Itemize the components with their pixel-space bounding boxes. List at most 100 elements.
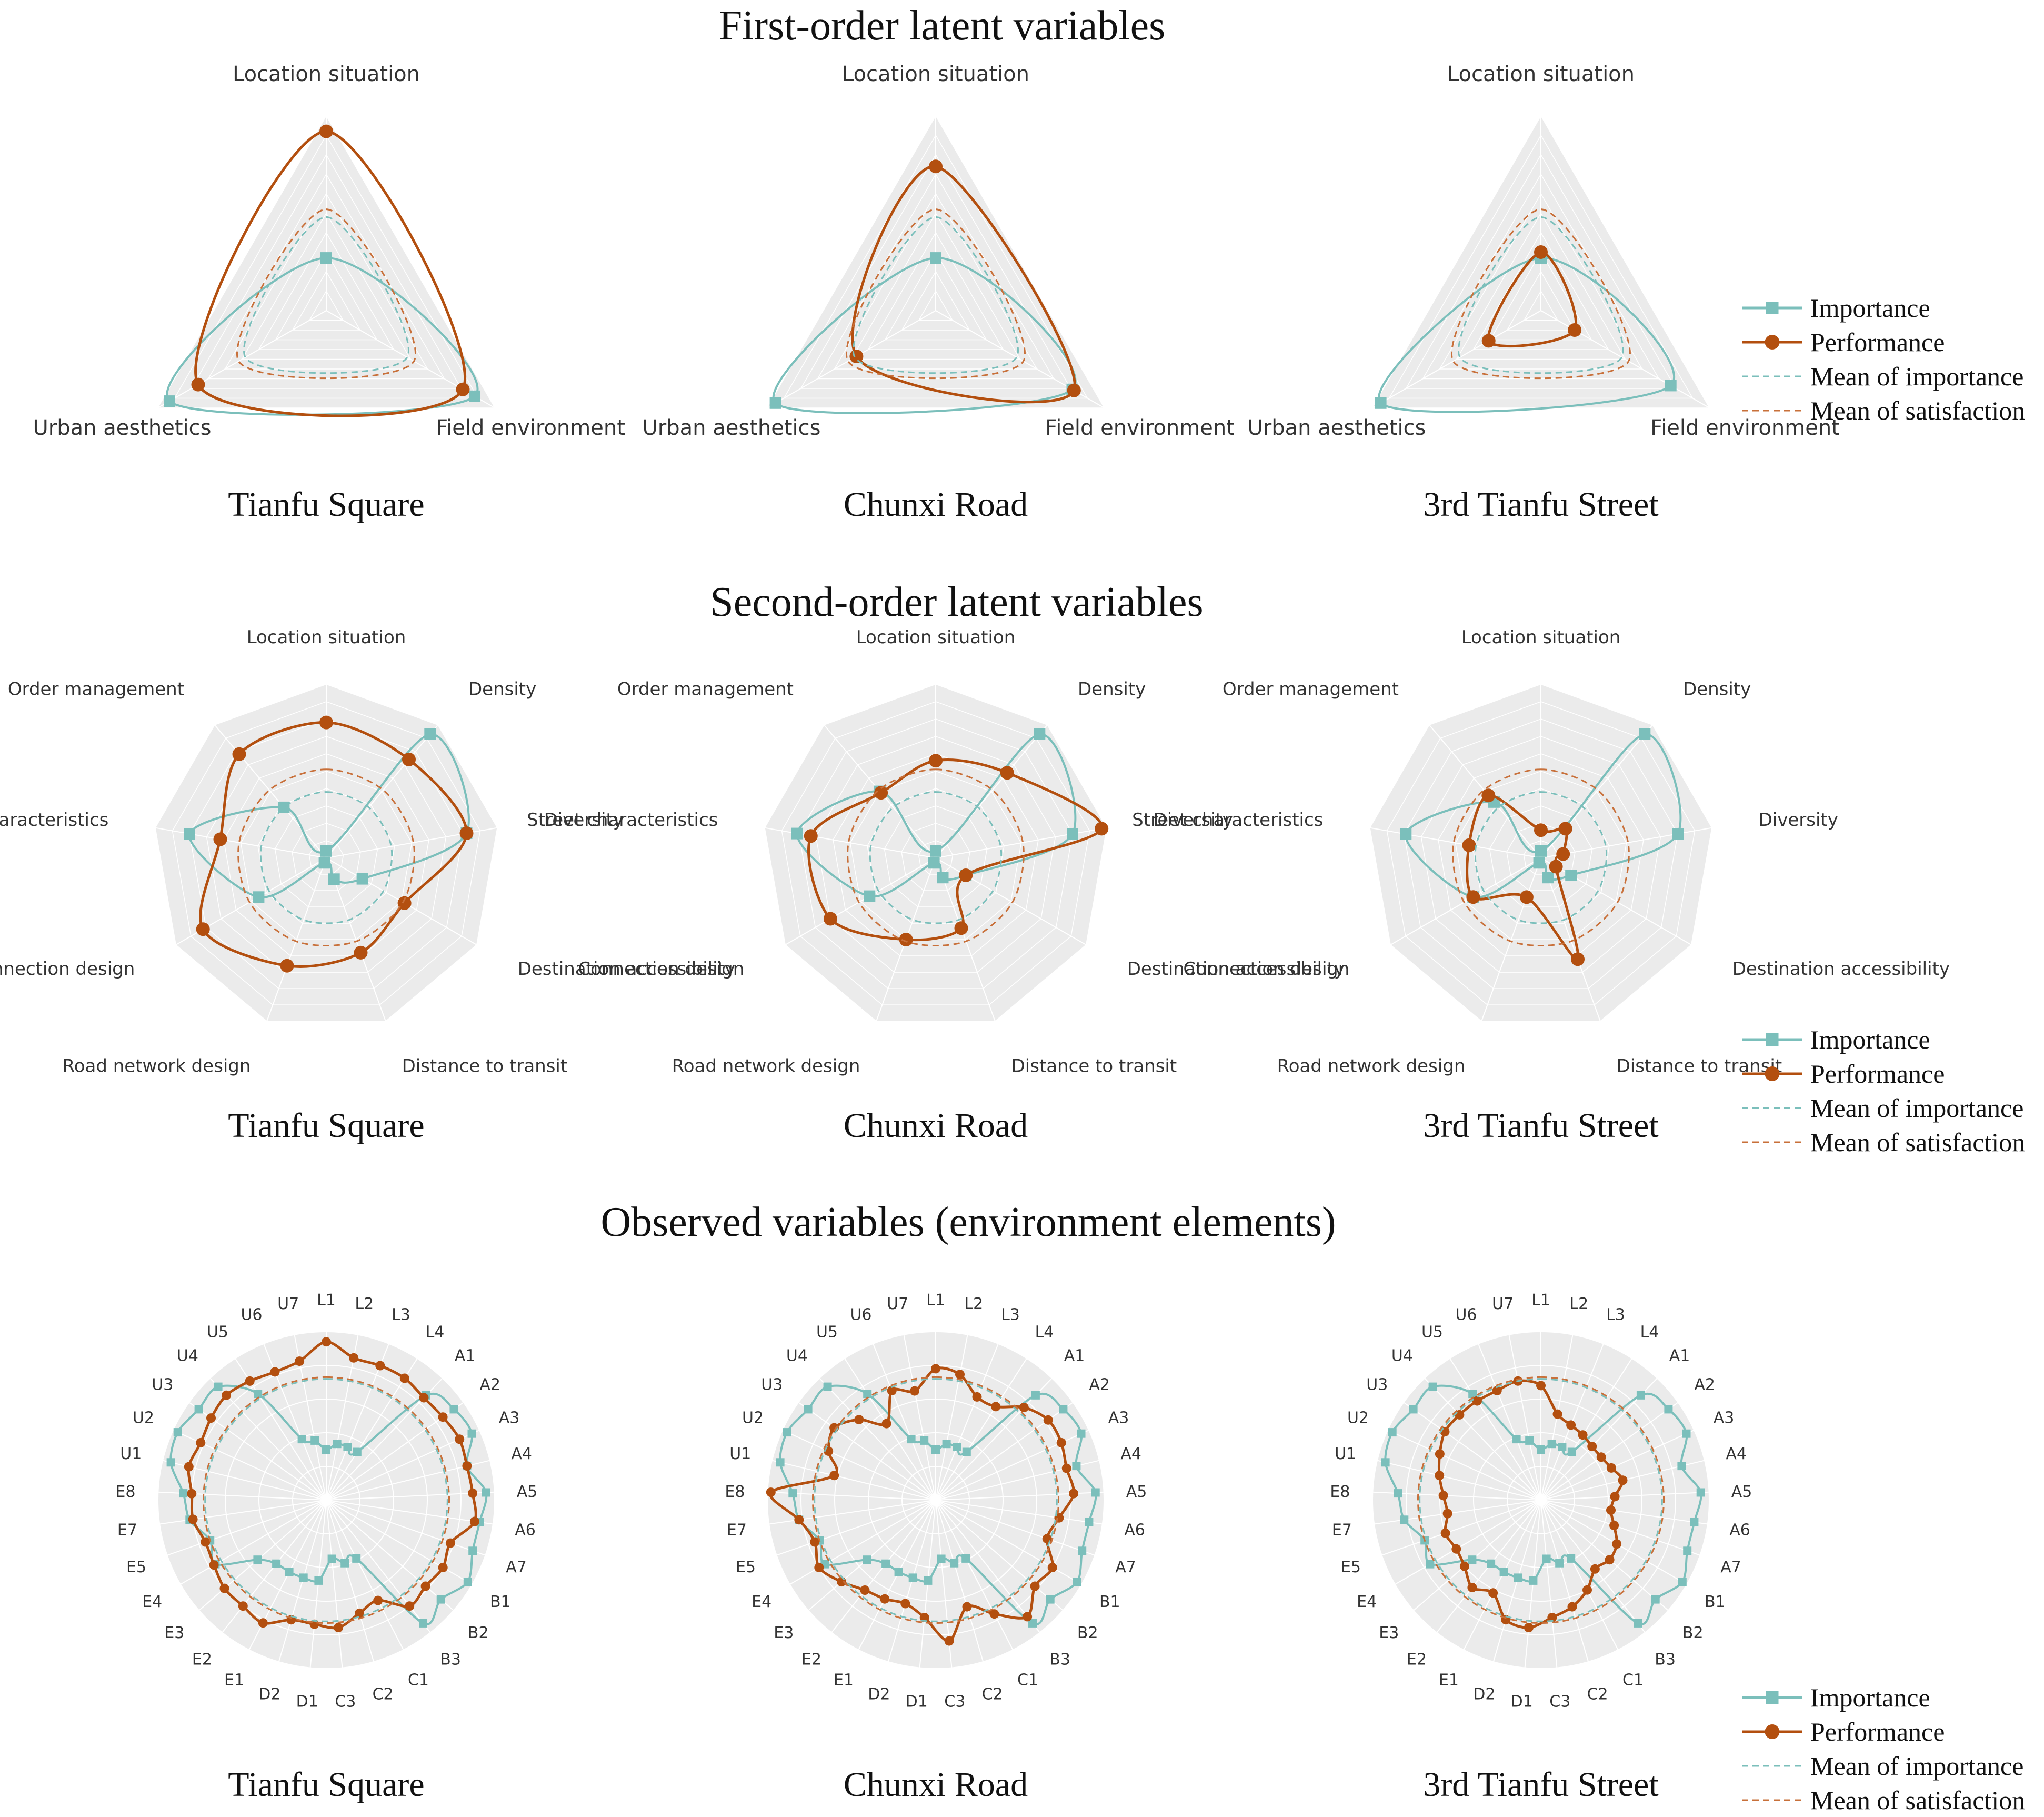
grid-spoke (1377, 1460, 1541, 1501)
grid-spoke (1540, 1500, 1700, 1556)
performance-marker-diversity (1095, 822, 1109, 836)
axis-label-e4: E4 (1357, 1593, 1377, 1611)
performance-marker-b3 (405, 1601, 415, 1611)
grid-spoke (1387, 1430, 1541, 1501)
axis-label-road-network-design: Road network design (672, 1056, 860, 1077)
legend-item-mean-importance: Mean of importance (1742, 1751, 2023, 1781)
grid-ring (1369, 684, 1712, 1022)
grid-ring (1455, 771, 1627, 940)
grid-ring (1420, 736, 1661, 973)
performance-marker-c1 (1582, 1585, 1592, 1595)
axis-label-u5: U5 (1421, 1323, 1443, 1342)
axis-label-diversity: Diversity (1154, 810, 1233, 831)
performance-marker-a1 (1019, 1403, 1029, 1412)
axis-label-d2: D2 (868, 1685, 890, 1704)
legend-row-3: Importance Performance Mean of importance M… (1742, 1683, 2025, 1815)
grid-spoke (903, 1334, 936, 1501)
importance-marker-d1 (1529, 1576, 1538, 1585)
grid-spoke (935, 1343, 999, 1501)
grid-spoke (326, 1500, 404, 1650)
grid-spoke (798, 1402, 936, 1501)
performance-marker-e1 (258, 1618, 268, 1628)
performance-marker-u4 (222, 1390, 232, 1400)
grid-ring (206, 736, 447, 973)
importance-marker-l2 (333, 1440, 342, 1449)
importance-marker-d2 (299, 1573, 308, 1582)
performance-marker-a7 (1609, 1521, 1619, 1531)
importance-marker-d2 (1514, 1573, 1522, 1582)
axis-label-d1: D1 (906, 1692, 928, 1711)
grid-spoke (935, 1500, 984, 1662)
importance-marker-road-network-design (1533, 857, 1545, 869)
grid-spoke (1413, 1500, 1541, 1611)
axis-label-u4: U4 (1391, 1347, 1413, 1365)
performance-marker-l3 (972, 1392, 982, 1402)
grid-ring (1472, 232, 1609, 350)
radar-chart-row2-tianfu-square: Location situation Density Diversity Destin… (0, 627, 735, 1145)
legend-item-performance: Performance (1742, 327, 1945, 357)
grid-ring (258, 232, 395, 350)
axis-label-u7: U7 (277, 1295, 299, 1313)
importance-marker-destination-accessibility (1565, 870, 1577, 881)
performance-marker-e7 (1442, 1509, 1452, 1519)
series-line-mean-of-satisfaction (1417, 1376, 1665, 1624)
performance-marker-l2 (1552, 1409, 1562, 1419)
chart-title: 3rd Tianfu Street (1423, 1106, 1658, 1145)
importance-marker-distance-to-transit (328, 873, 340, 885)
grid-ring (901, 823, 970, 891)
performance-marker-distance-to-transit (354, 945, 368, 960)
grid-ring (1386, 701, 1696, 1005)
performance-marker-a3 (1606, 1463, 1616, 1473)
importance-marker-a2 (1059, 1405, 1068, 1414)
axis-label-connection-design: Connection design (578, 959, 744, 980)
axis-label-density: Density (1078, 678, 1146, 700)
importance-marker-e1 (285, 1568, 294, 1576)
performance-marker-e1 (880, 1594, 890, 1604)
grid-ring (1523, 840, 1559, 875)
series-line-mean-of-satisfaction (202, 1376, 450, 1624)
grid-ring (155, 684, 498, 1022)
performance-marker-e4 (814, 1563, 824, 1572)
importance-marker-e2 (881, 1559, 890, 1568)
grid-spoke (326, 1500, 375, 1662)
axis-label-u4: U4 (786, 1347, 808, 1365)
performance-marker-c3 (334, 1623, 344, 1633)
axis-label-c2: C2 (982, 1685, 1003, 1704)
performance-marker-urban-aesthetics (1481, 334, 1496, 348)
importance-marker-u4 (823, 1382, 832, 1391)
importance-marker-u1 (776, 1458, 785, 1467)
performance-marker-u5 (881, 1419, 891, 1429)
importance-marker-a7 (468, 1546, 477, 1555)
performance-marker-a5 (1069, 1489, 1079, 1499)
legend-item-performance: Performance (1742, 1059, 1945, 1089)
grid-spoke (935, 1460, 1100, 1501)
grid-spoke (326, 857, 386, 1022)
importance-marker-u3 (1409, 1405, 1418, 1414)
axis-label-distance-to-transit: Distance to transit (1011, 1056, 1177, 1077)
axis-label-location-situation: Location situation (842, 62, 1029, 86)
axis-label-field-environment: Field environment (436, 416, 625, 440)
performance-marker-e3 (1459, 1561, 1469, 1571)
axis-label-location-situation: Location situation (856, 627, 1016, 648)
importance-marker-a5 (1091, 1488, 1100, 1497)
axis-label-a4: A4 (1120, 1445, 1141, 1463)
axis-label-e5: E5 (126, 1558, 146, 1576)
performance-marker-c3 (1547, 1613, 1557, 1622)
grid-spoke (873, 1343, 936, 1501)
radar-charts: Location situation Field environment Urban… (0, 62, 1950, 1804)
importance-marker-a4 (1072, 1462, 1081, 1471)
legend-label: Importance (1810, 1025, 1930, 1054)
performance-marker-location-situation (929, 159, 943, 174)
axis-label-c3: C3 (335, 1692, 356, 1711)
grid-spoke (326, 724, 438, 858)
importance-marker-b2 (1651, 1595, 1660, 1604)
legend-circle-marker (1765, 335, 1780, 350)
performance-marker-u2 (1435, 1449, 1445, 1459)
series-line-performance (769, 1366, 1075, 1643)
performance-marker-u1 (184, 1462, 194, 1472)
performance-marker-location-situation (929, 754, 943, 768)
grid-spoke (1395, 1500, 1541, 1585)
grid-ring (783, 134, 1088, 399)
grid-ring (850, 212, 1021, 360)
